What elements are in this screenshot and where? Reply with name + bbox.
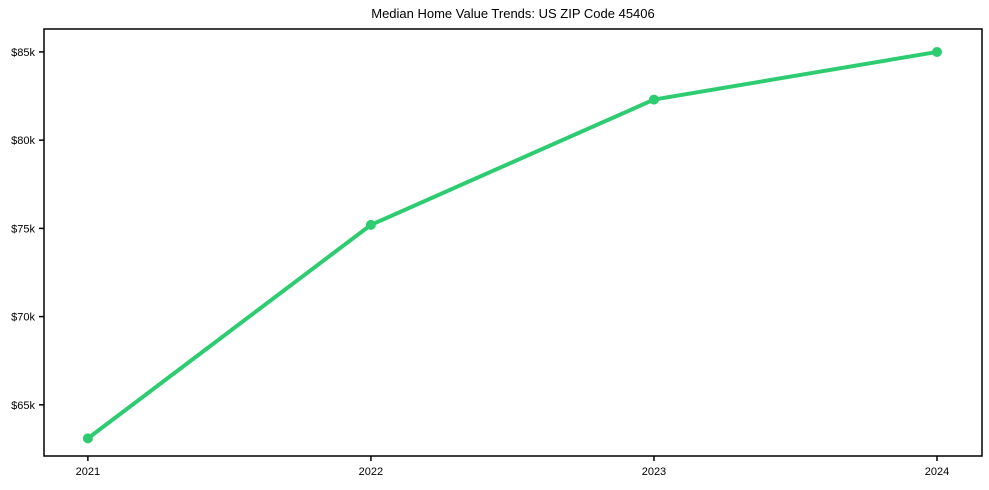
x-tick-label: 2024 [925,466,949,478]
plot-border [43,28,983,457]
y-tick-label: $65k [11,400,35,412]
chart-title: Median Home Value Trends: US ZIP Code 45… [371,6,655,21]
y-tick-label: $75k [11,223,35,235]
x-tick-label: 2023 [642,466,666,478]
data-point-marker [648,94,659,105]
x-tick-label: 2021 [76,466,100,478]
x-tick-label: 2022 [359,466,383,478]
trend-line [85,49,939,441]
y-tick-label: $85k [11,47,35,59]
y-tick-label: $70k [11,312,35,324]
data-point-marker [365,219,376,230]
y-tick-label: $80k [11,135,35,147]
data-point-marker [82,433,93,444]
data-point-marker [931,46,942,57]
